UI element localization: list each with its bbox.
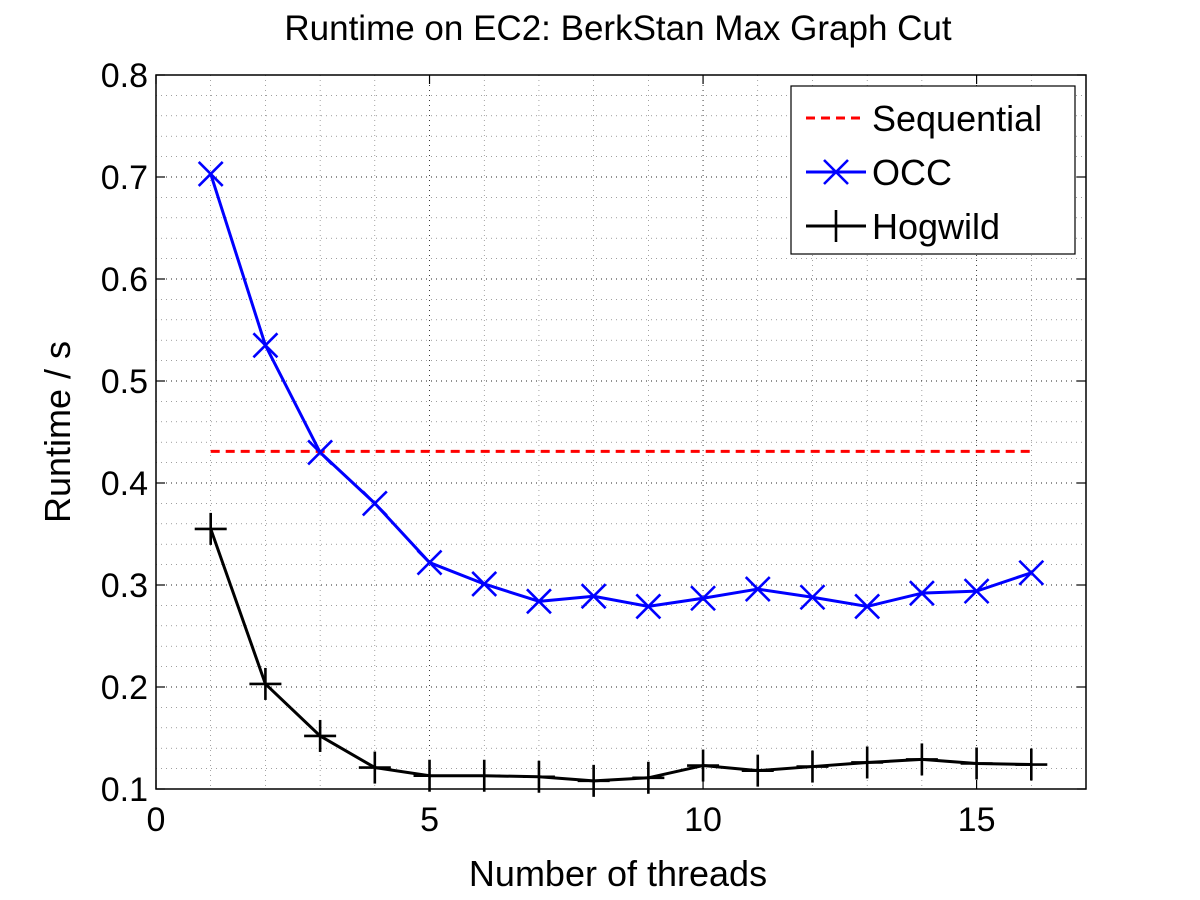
occ-point [252, 332, 279, 359]
y-tick-label: 0.6 [101, 261, 148, 299]
marker-stroke [1018, 559, 1045, 586]
marker-stroke [252, 332, 279, 359]
hogwild-point [468, 759, 501, 792]
marker-stroke [361, 490, 388, 517]
hogwild-point [687, 749, 720, 782]
marker-stroke [580, 583, 607, 610]
y-tick-label: 0.7 [101, 159, 148, 197]
hogwild-point [522, 760, 555, 793]
series-occ [197, 161, 1045, 620]
marker-stroke [197, 161, 224, 187]
series [194, 161, 1048, 797]
plot-frame [155, 74, 1087, 790]
occ-point [854, 593, 881, 620]
axis-ticks: 0 5 10 15 0.1 0.2 0.3 0.4 0.5 0.6 0.7 0.8 [101, 57, 1086, 839]
hogwild-point [1015, 748, 1048, 781]
y-tick-label: 0.2 [101, 669, 148, 707]
hogwild-point [905, 743, 938, 776]
marker-stroke [854, 593, 881, 620]
y-tick-label: 0.5 [101, 363, 148, 401]
occ-point [908, 580, 935, 607]
marker-stroke [416, 549, 443, 576]
y-tick-label: 0.1 [101, 771, 148, 809]
hogwild-point [851, 746, 884, 779]
occ-point [1018, 559, 1045, 586]
occ-point [635, 593, 662, 620]
hogwild-point [960, 747, 993, 780]
hogwild-point [577, 764, 610, 797]
occ-point [197, 161, 224, 187]
occ-line [209, 173, 1032, 608]
grid [156, 75, 1086, 789]
occ-point [416, 549, 443, 576]
hogwild-point [249, 667, 282, 700]
marker-stroke [963, 578, 990, 605]
legend-entry-sequential: Sequential [806, 98, 1042, 139]
x-tick-label: 10 [684, 801, 722, 839]
y-tick-label: 0.3 [101, 567, 148, 605]
occ-point [307, 439, 334, 466]
occ-point [471, 571, 498, 597]
hogwild-point [304, 719, 337, 752]
legend-label-hogwild: Hogwild [872, 206, 1000, 247]
legend-marker-occ [823, 159, 849, 185]
x-tick-label: 15 [958, 801, 996, 839]
y-tick-label: 0.8 [101, 57, 148, 95]
marker-stroke [471, 571, 498, 597]
x-axis-label: Number of threads [469, 853, 767, 894]
marker-stroke [526, 588, 552, 615]
occ-point [744, 576, 771, 602]
legend: Sequential OCC Hogwild [790, 85, 1076, 255]
series-hogwild [194, 512, 1048, 797]
marker-stroke [690, 585, 716, 612]
marker-stroke [744, 576, 771, 602]
hogwild-line [209, 528, 1032, 783]
hogwild-point [796, 750, 829, 783]
marker-stroke [307, 439, 334, 466]
x-tick-label: 5 [420, 801, 439, 839]
hogwild-point [194, 512, 227, 545]
occ-point [963, 578, 990, 605]
y-tick-label: 0.4 [101, 465, 148, 503]
legend-entry-occ: OCC [806, 152, 952, 193]
hogwild-point [741, 754, 774, 787]
marker-stroke [908, 580, 935, 607]
marker-stroke [823, 159, 849, 185]
chart-title: Runtime on EC2: BerkStan Max Graph Cut [284, 9, 952, 48]
y-axis-label: Runtime / s [37, 341, 78, 523]
legend-marker-hogwild [820, 210, 852, 242]
occ-point [580, 583, 607, 610]
occ-point [526, 588, 552, 615]
marker-stroke [635, 593, 662, 620]
occ-point [690, 585, 716, 612]
hogwild-point [358, 751, 391, 784]
occ-point [361, 490, 388, 517]
legend-entry-hogwild: Hogwild [806, 206, 1000, 247]
marker-stroke [799, 584, 826, 611]
x-tick-label: 0 [147, 801, 166, 839]
legend-label-sequential: Sequential [872, 98, 1042, 139]
legend-label-occ: OCC [872, 152, 952, 193]
occ-point [799, 584, 826, 611]
